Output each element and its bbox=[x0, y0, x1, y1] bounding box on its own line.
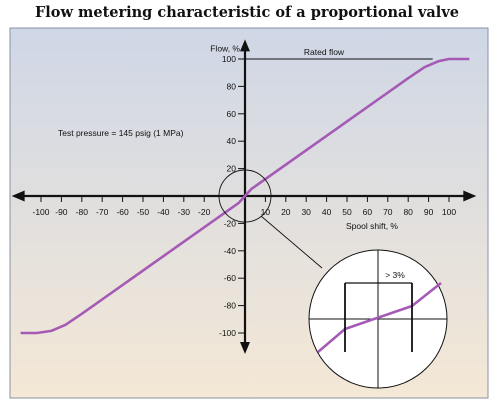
x-tick-label: -100 bbox=[32, 207, 49, 217]
y-tick-label: 20 bbox=[227, 164, 237, 174]
y-tick-label: -80 bbox=[224, 301, 237, 311]
x-tick-label: 100 bbox=[442, 207, 456, 217]
origin-highlight-circle bbox=[218, 169, 272, 223]
x-tick-label: -60 bbox=[116, 207, 129, 217]
x-tick-label: 50 bbox=[342, 207, 352, 217]
x-tick-label: -20 bbox=[198, 207, 211, 217]
x-tick-label: 80 bbox=[403, 207, 413, 217]
test-pressure-label: Test pressure = 145 psig (1 MPa) bbox=[58, 128, 184, 138]
y-axis-label: Flow, % bbox=[210, 43, 240, 53]
y-tick-label: -100 bbox=[219, 328, 236, 338]
x-tick-label: -90 bbox=[55, 207, 68, 217]
x-axis-label: Spool shift, % bbox=[346, 221, 398, 231]
x-axis-left-arrow bbox=[11, 190, 25, 202]
inset-curve bbox=[317, 281, 442, 353]
x-tick-label: 30 bbox=[301, 207, 311, 217]
y-tick-label: 60 bbox=[227, 109, 237, 119]
y-tick-label: -60 bbox=[224, 273, 237, 283]
x-tick-label: -70 bbox=[96, 207, 109, 217]
x-tick-label: 20 bbox=[281, 207, 291, 217]
x-axis-right-arrow bbox=[463, 190, 477, 202]
x-tick-label: -50 bbox=[137, 207, 150, 217]
y-tick-label: 80 bbox=[227, 81, 237, 91]
y-axis-bottom-arrow bbox=[240, 341, 250, 354]
x-tick-label: -30 bbox=[178, 207, 191, 217]
chart-title: Flow metering characteristic of a propor… bbox=[35, 4, 459, 21]
x-tick-label: 40 bbox=[322, 207, 332, 217]
x-tick-label: -40 bbox=[157, 207, 170, 217]
x-tick-label: -80 bbox=[76, 207, 89, 217]
y-tick-label: -20 bbox=[224, 218, 237, 228]
y-tick-label: 100 bbox=[222, 54, 236, 64]
x-tick-label: 70 bbox=[383, 207, 393, 217]
rated-flow-label: Rated flow bbox=[304, 47, 345, 57]
y-tick-label: -40 bbox=[224, 246, 237, 256]
flow-curve bbox=[20, 57, 470, 335]
x-tick-label: 60 bbox=[363, 207, 373, 217]
deadband-label: > 3% bbox=[385, 270, 405, 280]
y-axis-top-arrow bbox=[240, 39, 250, 52]
magnifier-connector bbox=[260, 215, 323, 269]
x-tick-label: 90 bbox=[424, 207, 434, 217]
y-tick-label: 40 bbox=[227, 136, 237, 146]
